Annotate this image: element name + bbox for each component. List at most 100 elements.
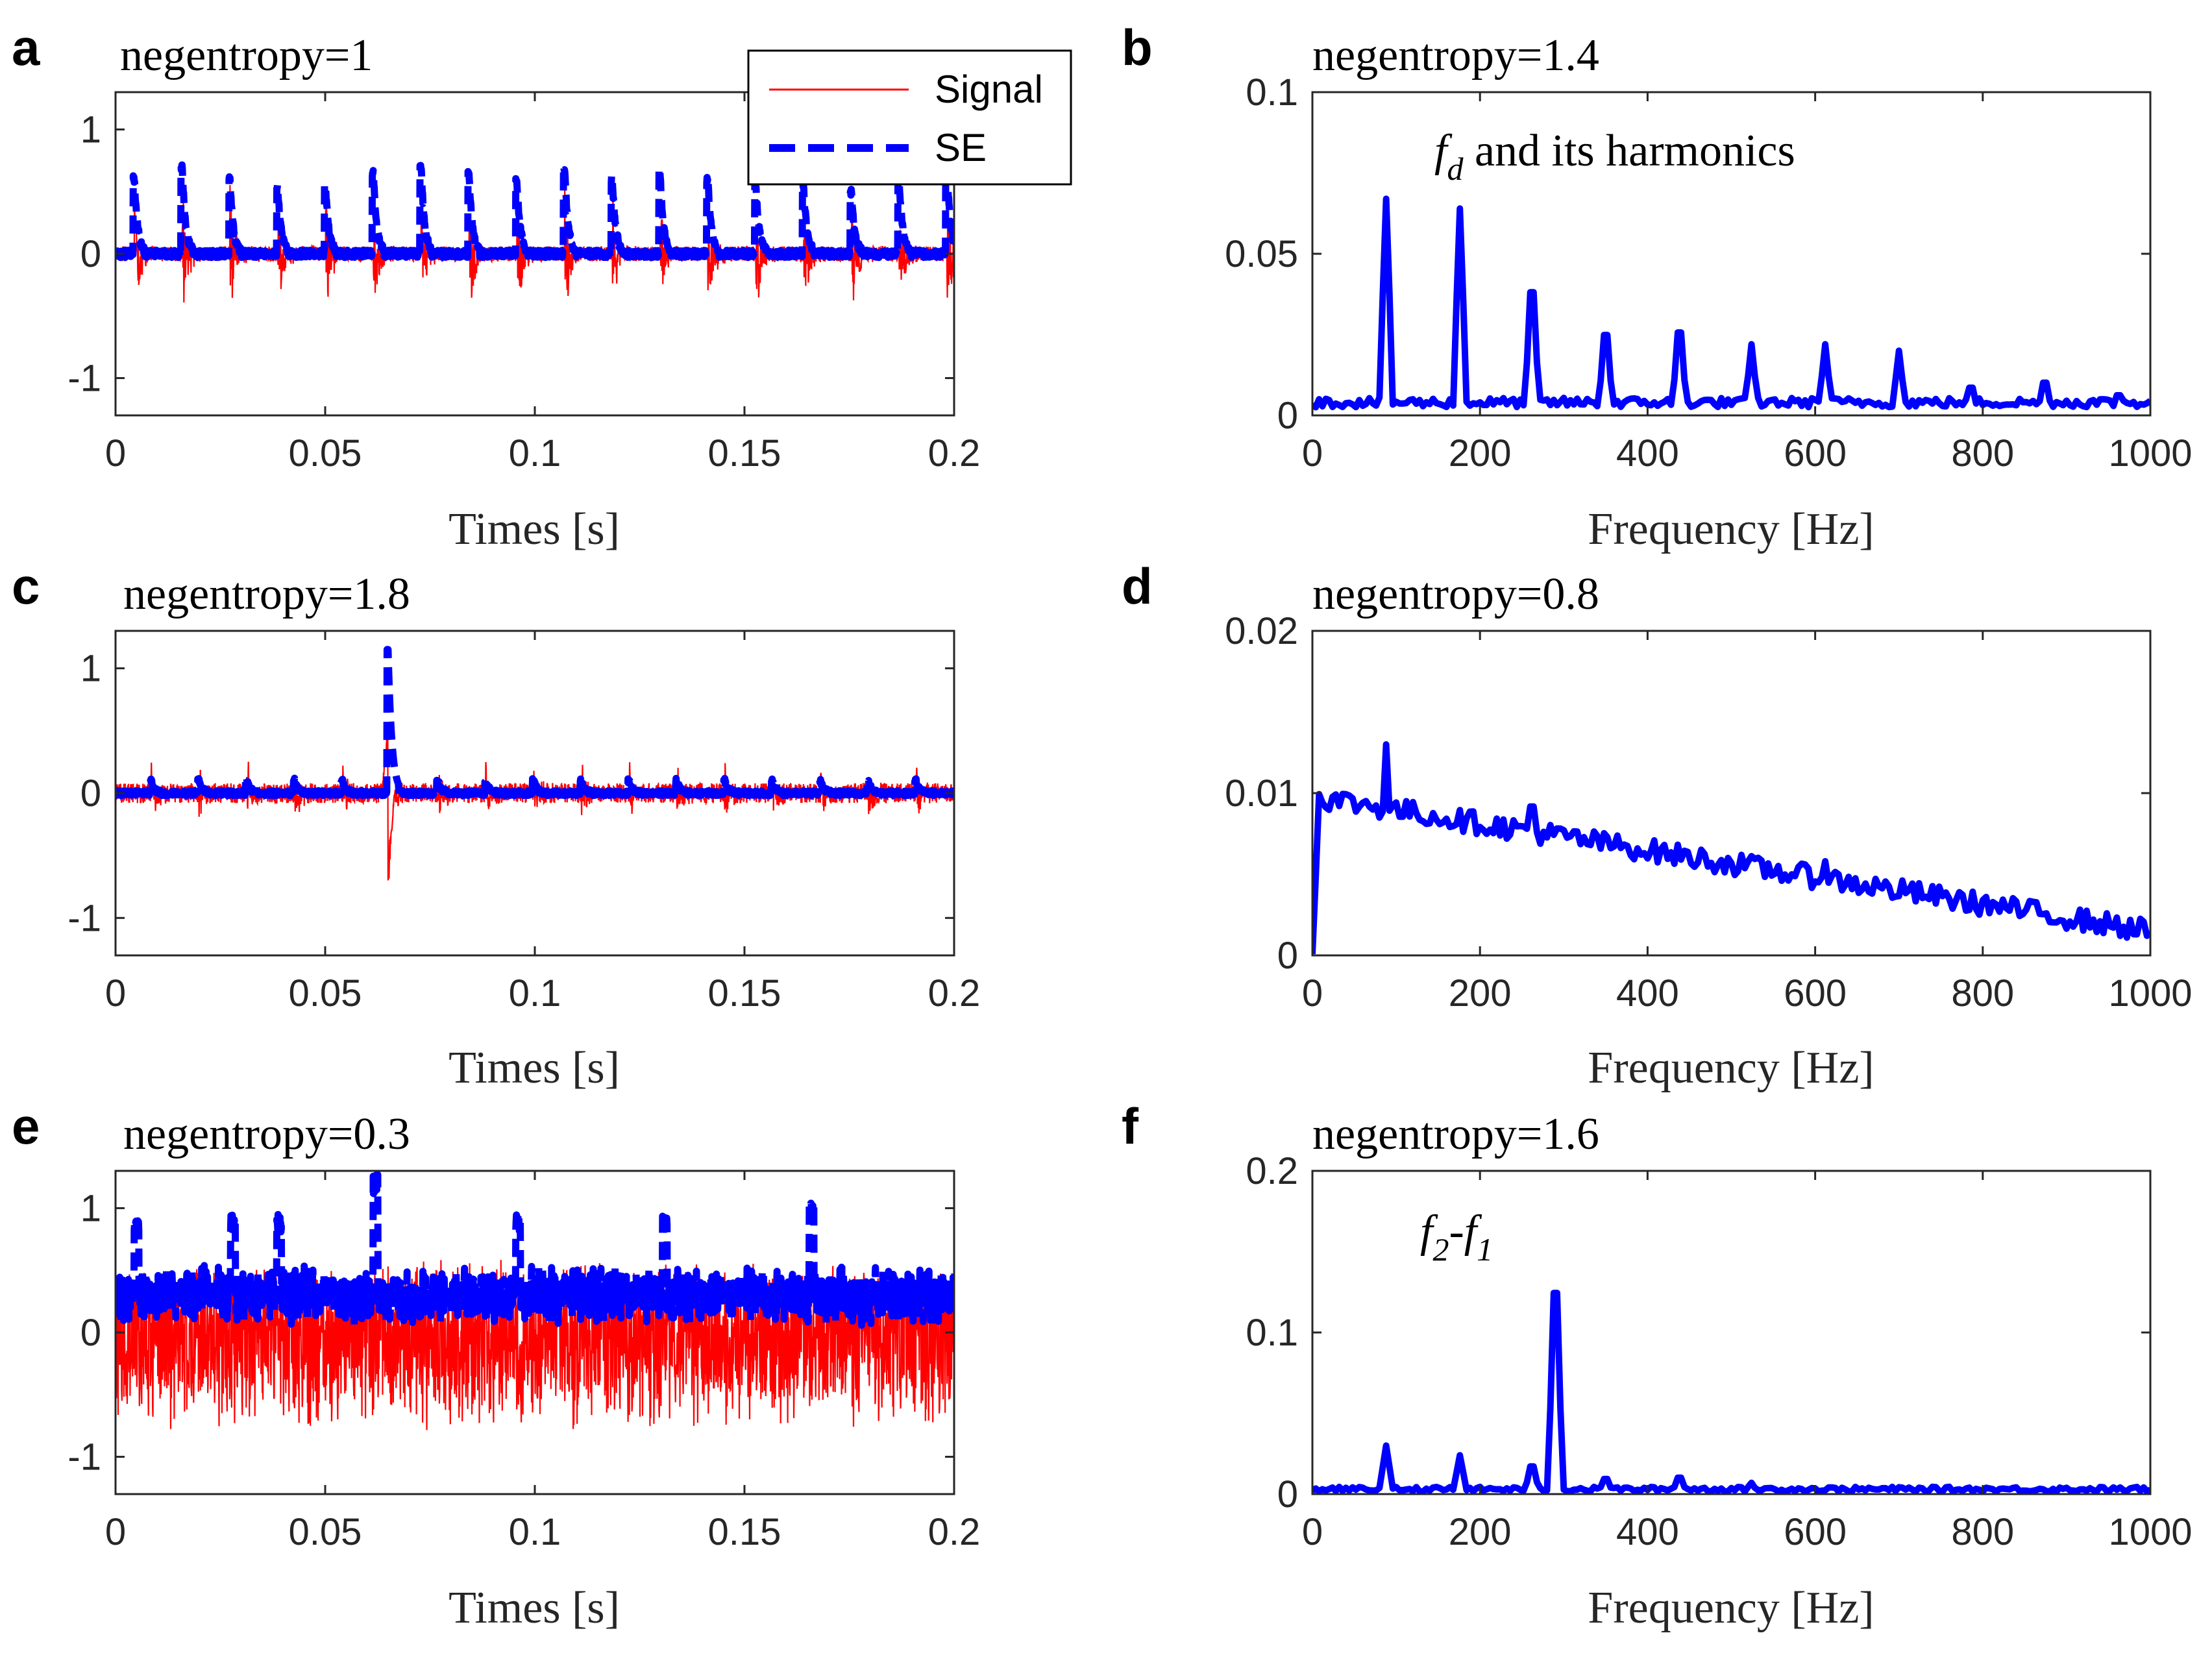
- panel-e-plot: 0 0.05 0.1 0.15 0.2-101: [68, 1170, 981, 1553]
- panel-f-annotation: f2-f1: [1420, 1207, 1493, 1268]
- panel-c-signal-line: [116, 728, 954, 881]
- panel-letter-e: e: [12, 1098, 40, 1155]
- panel-d-data: [1312, 741, 2150, 955]
- panel-a-data: [116, 160, 954, 303]
- y-tick-label: -1: [68, 358, 101, 400]
- x-tick-label: 0.1: [509, 1511, 561, 1553]
- x-tick-label: 800: [1951, 972, 2014, 1014]
- x-tick-label: 0.05: [289, 1511, 362, 1553]
- panel-b-plot: 0 200 400 600 800 1000 0 0.05 0.1: [1225, 71, 2192, 474]
- panel-a-title: negentropy=1: [120, 31, 373, 80]
- y-tick-label: 0: [80, 1312, 101, 1354]
- x-tick-label: 0: [1302, 432, 1323, 474]
- x-tick-label: 600: [1784, 972, 1847, 1014]
- panel-c: c negentropy=1.8 0 0.05 0.1 0.15 0.2-101 Tim…: [12, 558, 980, 1093]
- x-tick-label: 1000: [2108, 1511, 2192, 1553]
- x-tick-label: 400: [1616, 432, 1679, 474]
- y-tick-label: 1: [80, 648, 101, 690]
- y-tick-label: 0.1: [1246, 1312, 1298, 1354]
- panel-d-xlabel: Frequency [Hz]: [1588, 1043, 1874, 1093]
- panel-a-signal-line: [116, 180, 954, 303]
- x-tick-label: 0: [105, 1511, 126, 1553]
- y-tick-label: 0.1: [1246, 71, 1298, 114]
- y-tick-label: 1: [80, 1187, 101, 1229]
- panel-a-xlabel: Times [s]: [449, 504, 620, 554]
- annotation-sub-1: 1: [1477, 1231, 1493, 1268]
- y-tick-label: 1: [80, 108, 101, 151]
- annotation-sub-d: d: [1447, 151, 1464, 187]
- x-tick-label: 0.15: [708, 972, 781, 1014]
- panel-f-plot: 0 200 400 600 800 1000 0 0.1 0.2: [1246, 1150, 2192, 1553]
- panel-a-se-line: [116, 160, 954, 262]
- x-tick-label: 400: [1616, 972, 1679, 1014]
- panel-a: a negentropy=1 0 0.05 0.1 0.15 0.2-101 Times…: [12, 19, 980, 554]
- x-tick-label: 600: [1784, 432, 1847, 474]
- x-tick-label: 0.2: [928, 1511, 981, 1553]
- panel-f-xlabel: Frequency [Hz]: [1588, 1583, 1874, 1633]
- x-tick-label: 800: [1951, 432, 2014, 474]
- panel-f-spectrum-line: [1312, 1290, 2150, 1494]
- x-tick-label: 400: [1616, 1511, 1679, 1553]
- panel-letter-a: a: [12, 19, 40, 76]
- panel-e: e negentropy=0.3 0 0.05 0.1 0.15 0.2-101 Tim…: [12, 1098, 980, 1633]
- x-tick-label: 800: [1951, 1511, 2014, 1553]
- panel-c-plot: 0 0.05 0.1 0.15 0.2-101: [68, 630, 981, 1014]
- panel-f-axes-box: [1311, 1170, 2152, 1495]
- x-tick-label: 0.2: [928, 972, 981, 1014]
- legend-se-label: SE: [935, 126, 987, 169]
- x-tick-label: 0: [105, 972, 126, 1014]
- panel-b-xlabel: Frequency [Hz]: [1588, 504, 1874, 554]
- panel-f-title: negentropy=1.6: [1312, 1109, 1599, 1159]
- x-tick-label: 200: [1449, 1511, 1512, 1553]
- annotation-rest: and its harmonics: [1463, 126, 1795, 176]
- panel-letter-c: c: [12, 558, 40, 615]
- panel-c-data: [116, 646, 954, 881]
- x-tick-label: 200: [1449, 972, 1512, 1014]
- panel-d: d negentropy=0.8 0 200 400 600 800 100000.010…: [1122, 558, 2193, 1093]
- panel-e-title: negentropy=0.3: [123, 1109, 410, 1159]
- x-tick-label: 0.1: [509, 972, 561, 1014]
- y-tick-label: 0: [80, 772, 101, 815]
- panel-letter-f: f: [1122, 1098, 1139, 1155]
- panel-e-xlabel: Times [s]: [449, 1583, 620, 1633]
- x-tick-label: 0.15: [708, 432, 781, 474]
- panel-b-title: negentropy=1.4: [1312, 31, 1599, 80]
- legend: Signal SE: [747, 49, 1072, 186]
- x-tick-label: 1000: [2108, 972, 2192, 1014]
- panel-e-data: [116, 1171, 954, 1430]
- panel-letter-b: b: [1122, 19, 1153, 76]
- legend-box: [747, 49, 1072, 186]
- panel-a-plot: 0 0.05 0.1 0.15 0.2-101: [68, 91, 981, 474]
- y-tick-label: 0.02: [1225, 610, 1298, 652]
- x-tick-label: 0: [1302, 972, 1323, 1014]
- panel-e-se-line: [116, 1171, 954, 1329]
- x-tick-label: 0: [105, 432, 126, 474]
- x-tick-label: 0.2: [928, 432, 981, 474]
- panel-f-data: [1312, 1290, 2150, 1494]
- panel-d-spectrum-line: [1312, 741, 2150, 955]
- x-tick-label: 1000: [2108, 432, 2192, 474]
- x-tick-label: 600: [1784, 1511, 1847, 1553]
- annotation-dash: -: [1449, 1207, 1464, 1257]
- x-tick-label: 0.1: [509, 432, 561, 474]
- y-tick-label: 0: [80, 233, 101, 275]
- panel-d-title: negentropy=0.8: [1312, 569, 1599, 619]
- panel-b-annotation: fd and its harmonics: [1434, 126, 1795, 187]
- panel-f: f negentropy=1.6 0 200 400 600 800 1000 0 0.1 0.…: [1122, 1098, 2193, 1633]
- x-tick-label: 0.15: [708, 1511, 781, 1553]
- x-tick-label: 200: [1449, 432, 1512, 474]
- panel-b-spectrum-line: [1312, 195, 2150, 411]
- y-tick-label: -1: [68, 897, 101, 939]
- x-tick-label: 0.05: [289, 432, 362, 474]
- x-tick-label: 0: [1302, 1511, 1323, 1553]
- panel-c-xlabel: Times [s]: [449, 1043, 620, 1093]
- panel-c-title: negentropy=1.8: [123, 569, 410, 619]
- panel-e-signal-line: [116, 1260, 954, 1430]
- y-tick-label: 0.01: [1225, 772, 1298, 815]
- legend-signal-label: Signal: [935, 68, 1043, 111]
- panel-d-plot: 0 200 400 600 800 1000 0 0.01 0.02: [1225, 610, 2192, 1014]
- annotation-sub-2: 2: [1432, 1231, 1449, 1268]
- panel-letter-d: d: [1122, 558, 1153, 615]
- panel-c-se-line: [116, 646, 954, 800]
